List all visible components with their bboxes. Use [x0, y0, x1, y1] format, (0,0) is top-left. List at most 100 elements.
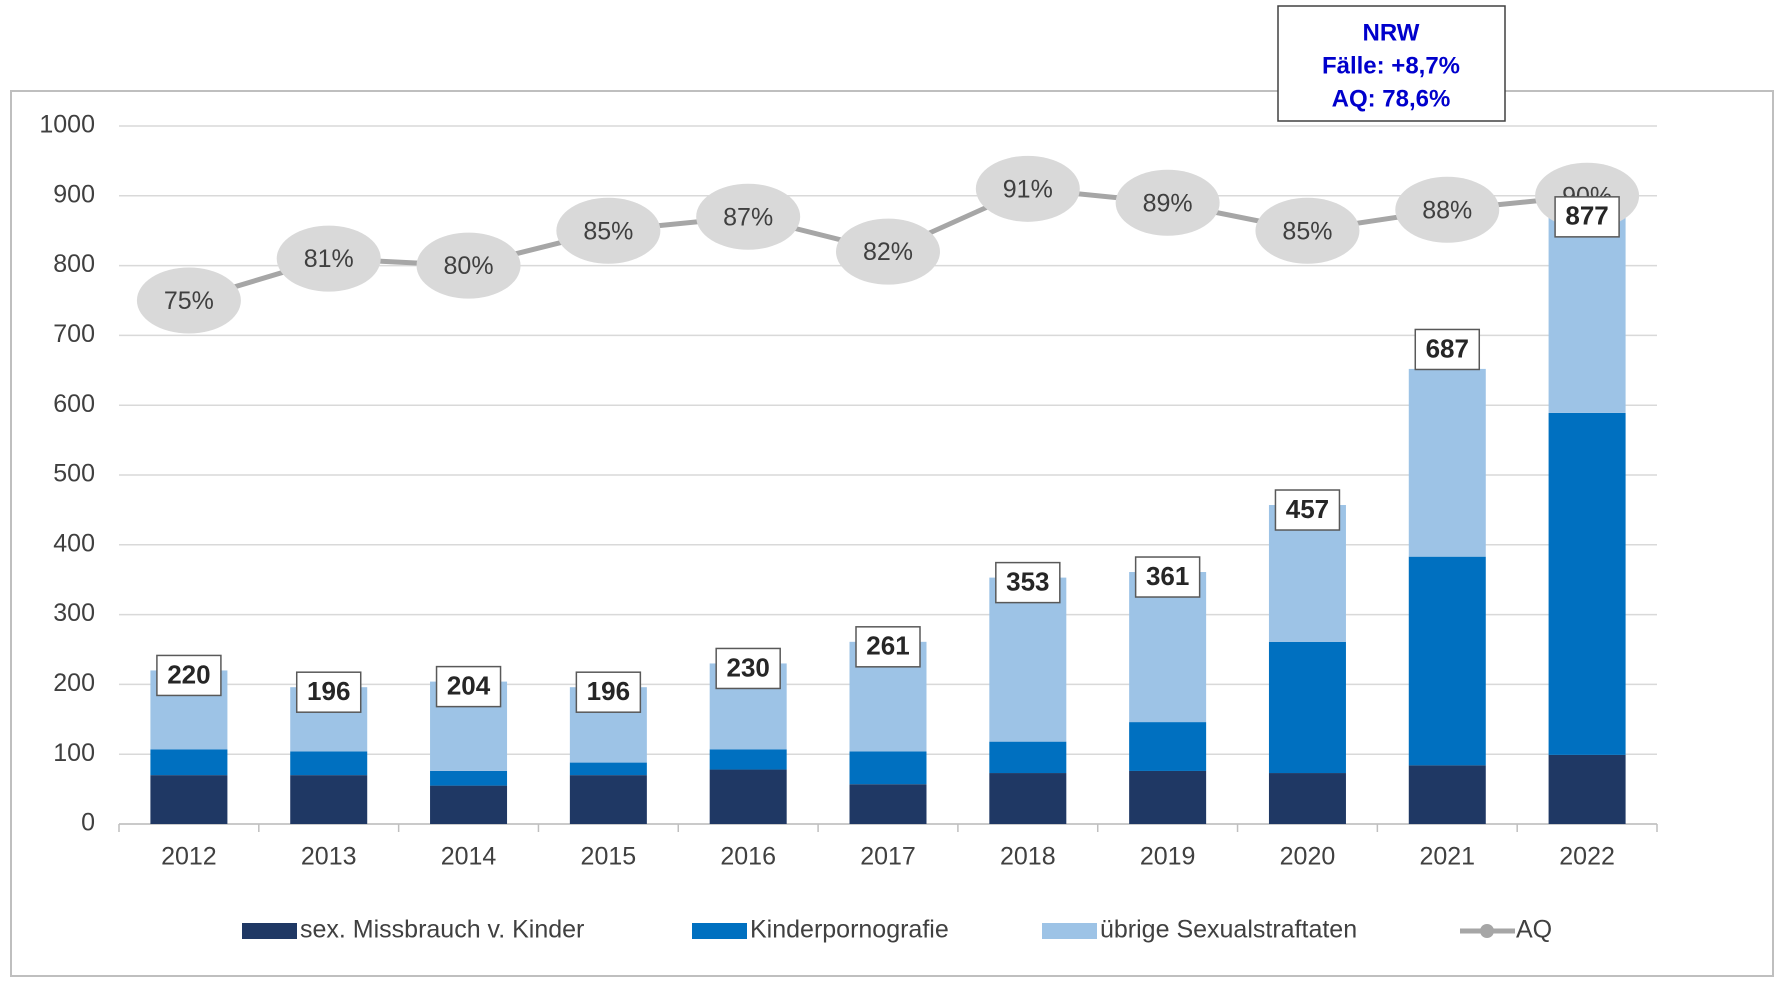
- annotation-line: AQ: 78,6%: [1332, 85, 1451, 112]
- legend-swatch: [692, 923, 747, 939]
- total-box: [855, 626, 921, 668]
- legend-marker: [1480, 924, 1494, 938]
- aq-label: 85%: [1282, 217, 1332, 245]
- aq-label: 80%: [444, 252, 494, 280]
- bar-segment: [709, 769, 787, 824]
- bar-segment: [430, 770, 508, 786]
- total-label: 220: [167, 659, 210, 689]
- total-box: [295, 671, 362, 713]
- aq-label-bubble: [696, 183, 801, 250]
- aq-label: 82%: [863, 238, 913, 266]
- total-box: [1134, 556, 1201, 598]
- bar-segment: [290, 775, 368, 824]
- x-tick-label: 2016: [720, 843, 776, 871]
- bar-segment: [989, 741, 1067, 774]
- total-label: 877: [1565, 201, 1608, 231]
- total-label: 261: [866, 631, 909, 661]
- aq-label-bubble: [136, 267, 241, 334]
- aq-label-bubble: [1255, 197, 1360, 264]
- legend-label: übrige Sexualstraftaten: [1100, 916, 1357, 944]
- aq-label: 89%: [1143, 189, 1193, 217]
- aq-label-bubble: [556, 197, 661, 264]
- y-tick-label: 700: [53, 320, 95, 348]
- bar-segment: [1129, 770, 1207, 824]
- bar-segment: [989, 577, 1067, 742]
- bar-segment: [989, 773, 1067, 824]
- bar-segment: [1408, 765, 1486, 824]
- bar-segment: [1548, 754, 1626, 824]
- annotation-line: Fälle: +8,7%: [1322, 52, 1460, 79]
- bar-segment: [1408, 368, 1486, 557]
- y-tick-label: 400: [53, 529, 95, 557]
- y-tick-label: 100: [53, 739, 95, 767]
- bar-segment: [1268, 773, 1346, 824]
- legend-swatch: [242, 923, 297, 939]
- total-label: 230: [726, 652, 769, 682]
- aq-label-bubble: [975, 155, 1080, 222]
- annotation-box: [1277, 5, 1506, 122]
- total-label: 204: [447, 670, 491, 700]
- total-label: 196: [307, 676, 350, 706]
- total-box: [1274, 489, 1341, 531]
- x-tick-label: 2018: [1000, 843, 1056, 871]
- bar-segment: [150, 749, 228, 776]
- bar-segment: [569, 775, 647, 824]
- total-label: 361: [1146, 561, 1189, 591]
- y-tick-label: 900: [53, 180, 95, 208]
- bar-segment: [1268, 641, 1346, 774]
- bar-segment: [1408, 556, 1486, 766]
- aq-label: 81%: [304, 245, 354, 273]
- total-label: 687: [1426, 333, 1469, 363]
- x-tick-label: 2022: [1559, 843, 1615, 871]
- aq-label: 87%: [723, 203, 773, 231]
- y-tick-label: 500: [53, 460, 95, 488]
- aq-label-bubble: [836, 218, 940, 285]
- total-box: [156, 654, 222, 697]
- y-tick-label: 0: [81, 809, 95, 837]
- total-box: [715, 647, 781, 690]
- aq-label: 88%: [1422, 196, 1472, 224]
- total-box: [995, 561, 1061, 604]
- aq-label-bubble: [1115, 169, 1220, 236]
- bar-segment: [709, 749, 787, 770]
- y-tick-label: 200: [53, 669, 95, 697]
- y-tick-label: 300: [53, 599, 95, 627]
- bar-segment: [849, 751, 927, 785]
- legend-swatch: [1042, 923, 1097, 939]
- y-tick-label: 1000: [39, 111, 95, 139]
- aq-label-bubble: [1395, 176, 1500, 243]
- bar-segment: [150, 775, 228, 824]
- bar-segment: [430, 785, 508, 824]
- total-box: [575, 671, 642, 713]
- total-label: 196: [587, 676, 630, 706]
- bar-segment: [569, 762, 647, 776]
- aq-label: 75%: [164, 287, 214, 315]
- bar-segment: [849, 784, 927, 824]
- x-tick-label: 2021: [1419, 843, 1475, 871]
- bar-segment: [1548, 211, 1626, 413]
- x-tick-label: 2015: [581, 843, 637, 871]
- x-tick-label: 2017: [860, 843, 916, 871]
- y-tick-label: 600: [53, 390, 95, 418]
- total-box: [1554, 196, 1620, 238]
- legend-label: sex. Missbrauch v. Kinder: [300, 916, 584, 944]
- x-tick-label: 2012: [161, 843, 217, 871]
- legend-label: AQ: [1516, 916, 1552, 944]
- x-tick-label: 2019: [1140, 843, 1196, 871]
- aq-label-bubble: [276, 225, 381, 292]
- total-label: 353: [1006, 566, 1049, 596]
- total-box: [1414, 328, 1481, 371]
- x-tick-label: 2013: [301, 843, 357, 871]
- y-tick-label: 800: [53, 250, 95, 278]
- total-label: 457: [1286, 494, 1329, 524]
- bar-segment: [1129, 722, 1207, 771]
- legend-label: Kinderpornografie: [750, 916, 949, 944]
- x-tick-label: 2014: [441, 843, 497, 871]
- bar-segment: [290, 751, 368, 776]
- annotation-line: NRW: [1363, 19, 1420, 46]
- aq-label: 85%: [583, 217, 633, 245]
- total-box: [435, 665, 502, 708]
- bar-segment: [1548, 412, 1626, 755]
- aq-label: 91%: [1003, 175, 1053, 203]
